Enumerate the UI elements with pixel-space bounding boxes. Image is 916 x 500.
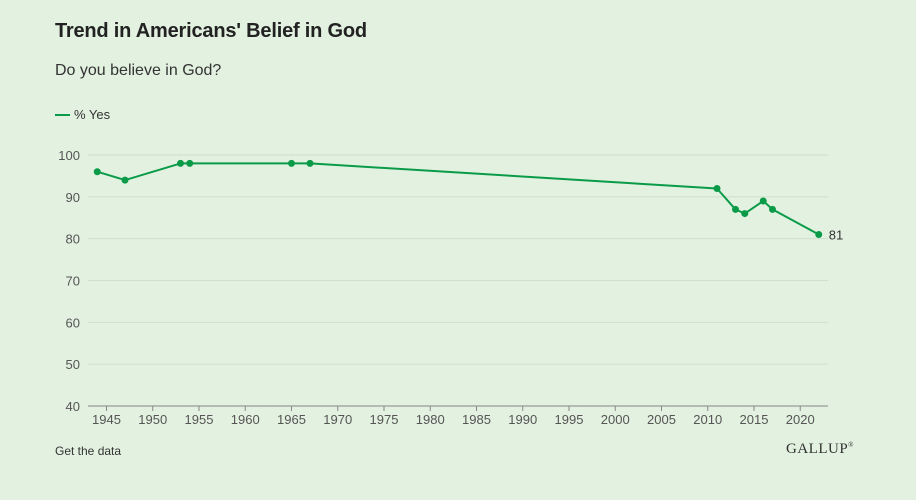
y-tick-label-40: 40 — [66, 399, 80, 414]
x-tick-label-1990: 1990 — [508, 412, 537, 427]
data-point-2016 — [759, 197, 767, 205]
point-layer — [93, 159, 823, 238]
brand-name: GALLUP — [786, 441, 849, 457]
chart-subtitle: Do you believe in God? — [55, 62, 222, 79]
x-tick-label-2020: 2020 — [786, 412, 815, 427]
legend[interactable]: % Yes — [55, 107, 110, 122]
data-point-2022 — [815, 230, 823, 238]
data-point-1953 — [177, 159, 184, 167]
x-tick-label-2010: 2010 — [693, 412, 722, 427]
x-tick-label-1985: 1985 — [462, 412, 491, 427]
legend-swatch — [55, 113, 70, 116]
data-point-1967 — [306, 159, 314, 167]
y-tick-label-60: 60 — [66, 315, 80, 330]
x-tick-label-1970: 1970 — [323, 412, 352, 427]
brand-mark: ® — [848, 441, 854, 449]
data-point-2013 — [732, 205, 739, 213]
axis-layer: 40 50 60 70 80 90 100 1945 1950 1955 1960 1965 1970 1… — [58, 148, 828, 427]
x-tick-label-1950: 1950 — [138, 412, 167, 427]
chart-title: Trend in Americans' Belief in God — [55, 20, 367, 42]
x-tick-label-1965: 1965 — [277, 412, 306, 427]
data-point-1954 — [186, 159, 194, 167]
grid-layer — [88, 154, 828, 365]
data-label-2022: 81 — [829, 227, 843, 242]
gallup-logo: GALLUP® — [786, 441, 854, 458]
label-layer: 81 — [829, 227, 843, 242]
x-tick-label-2005: 2005 — [647, 412, 676, 427]
x-tick-label-1945: 1945 — [92, 412, 121, 427]
y-tick-label-90: 90 — [66, 190, 80, 205]
data-point-1947 — [121, 176, 129, 184]
legend-label: % Yes — [74, 107, 111, 122]
y-tick-label-80: 80 — [66, 232, 80, 247]
x-tick-label-2015: 2015 — [740, 412, 769, 427]
x-tick-label-1960: 1960 — [231, 412, 260, 427]
data-point-2017 — [769, 205, 776, 213]
x-tick-label-2000: 2000 — [601, 412, 630, 427]
data-point-2011 — [713, 184, 721, 192]
data-point-2014 — [741, 210, 749, 218]
y-tick-label-70: 70 — [66, 274, 80, 289]
line-layer — [97, 162, 820, 236]
x-tick-label-1995: 1995 — [555, 412, 584, 427]
x-tick-label-1955: 1955 — [185, 412, 214, 427]
y-tick-label-50: 50 — [66, 357, 80, 372]
y-tick-label-100: 100 — [58, 148, 80, 163]
data-point-1965 — [288, 159, 295, 167]
get-the-data-link[interactable]: Get the data — [55, 444, 122, 458]
x-tick-label-1980: 1980 — [416, 412, 445, 427]
series-line-0 — [97, 162, 820, 236]
data-point-1944 — [93, 168, 101, 176]
x-tick-label-1975: 1975 — [370, 412, 399, 427]
